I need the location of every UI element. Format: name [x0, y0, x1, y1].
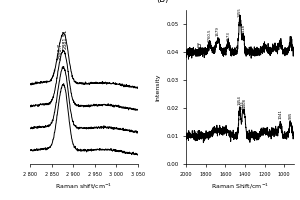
- Text: 1454: 1454: [238, 95, 242, 105]
- Text: 1573: 1573: [226, 31, 230, 41]
- X-axis label: Raman Shift/cm$^{-1}$: Raman Shift/cm$^{-1}$: [211, 182, 269, 191]
- Text: (B): (B): [156, 0, 168, 4]
- Text: b: b: [196, 43, 200, 49]
- Text: 935: 935: [289, 112, 292, 119]
- Text: 1425: 1425: [241, 100, 244, 110]
- X-axis label: Raman shift/cm$^{-1}$: Raman shift/cm$^{-1}$: [55, 182, 112, 191]
- Text: 1418: 1418: [241, 24, 245, 34]
- Text: 1760.5: 1760.5: [208, 28, 212, 42]
- Y-axis label: Intensity: Intensity: [156, 73, 161, 101]
- Text: 1041: 1041: [278, 109, 282, 119]
- Text: 1455: 1455: [238, 7, 242, 17]
- Text: 1679: 1679: [216, 26, 220, 36]
- Text: 1408: 1408: [242, 98, 246, 108]
- Text: a: a: [196, 130, 200, 136]
- Text: 2881.51: 2881.51: [63, 29, 68, 49]
- Text: 2868.7: 2868.7: [57, 42, 62, 60]
